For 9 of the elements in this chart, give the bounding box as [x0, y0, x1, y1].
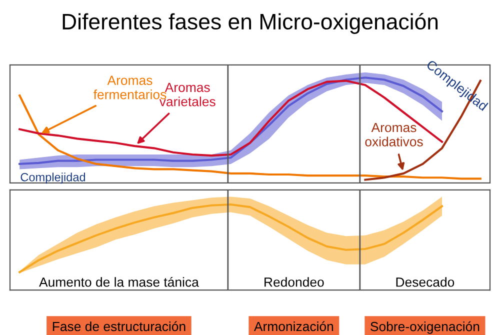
- annotation: Redondeo: [264, 277, 324, 287]
- series-label: Complejidad: [20, 172, 86, 184]
- text: Armonización: [254, 321, 334, 332]
- chart-title: Diferentes fases en Micro-oxigenación: [62, 12, 438, 34]
- annotation: Desecado: [396, 277, 454, 287]
- series-label: Aromas oxidativos: [365, 122, 423, 146]
- text: Sobre-oxigenación: [370, 321, 480, 334]
- annotation: Aumento de la mase tánica: [39, 276, 199, 287]
- text: Fase de estructuración: [52, 321, 186, 332]
